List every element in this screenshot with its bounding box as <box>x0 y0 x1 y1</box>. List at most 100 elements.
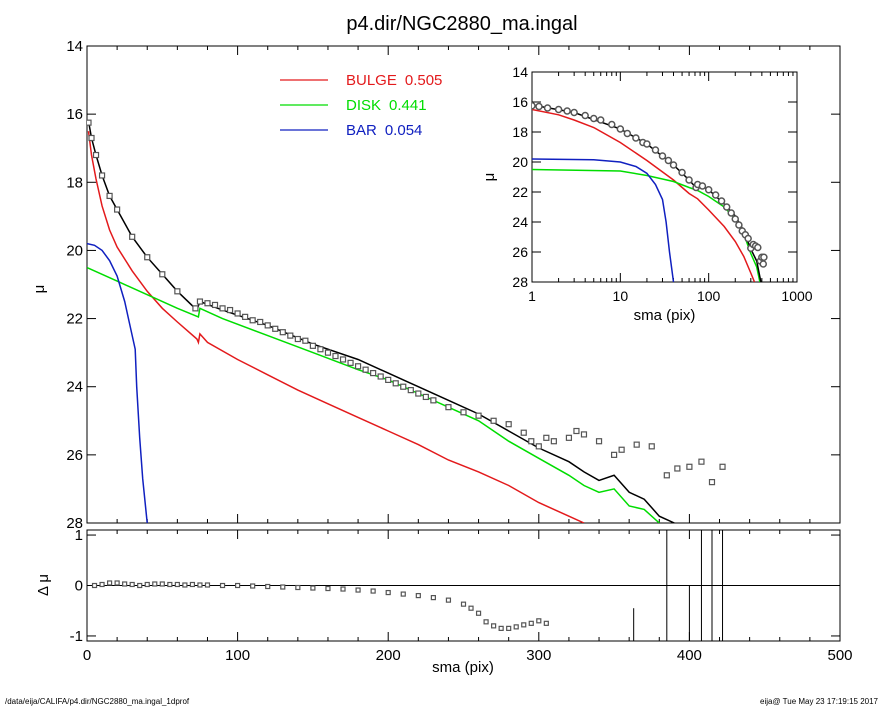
main-data-point <box>460 409 467 416</box>
resid-x-tick-label: 300 <box>526 647 551 664</box>
resid-data-point <box>106 580 113 586</box>
main-data-point <box>543 434 550 441</box>
resid-data-point <box>468 605 474 611</box>
inset-data-point <box>535 102 543 111</box>
main-data-point <box>719 463 726 470</box>
resid-data-point <box>114 580 120 586</box>
inset-data-point <box>744 234 752 243</box>
main-data-point <box>192 305 199 312</box>
main-data-point <box>332 352 339 360</box>
resid-data-point <box>204 582 211 588</box>
inset-x-tick-label: 100 <box>697 288 721 304</box>
main-data-point <box>264 322 271 329</box>
inset-data-point <box>735 221 743 229</box>
resid-data-point <box>235 582 241 589</box>
main-data-point <box>445 404 452 411</box>
resid-data-point <box>355 587 361 593</box>
main-data-point <box>211 301 219 309</box>
main-data-point <box>129 233 136 240</box>
main-data-point <box>159 271 166 278</box>
main-series-bulge <box>87 131 585 523</box>
main-data-point <box>87 119 92 126</box>
inset-frame <box>531 71 798 283</box>
main-data-point <box>422 393 429 401</box>
legend-label-bar: BAR 0.054 <box>346 122 422 139</box>
resid-data-point <box>483 619 489 625</box>
resid-data-point <box>445 597 452 603</box>
main-data-point <box>204 300 211 307</box>
main-data-point <box>407 387 414 394</box>
inset-data-point <box>632 134 640 142</box>
main-data-point <box>528 438 535 445</box>
main-data-point <box>377 373 384 380</box>
main-data-point <box>550 438 557 445</box>
main-data-point <box>92 151 100 159</box>
main-data-point <box>196 298 204 305</box>
resid-y-tick-label: 1 <box>75 527 83 544</box>
legend-name: BULGE <box>346 72 397 89</box>
inset-y-tick-label: 24 <box>512 214 528 230</box>
main-data-point <box>648 443 655 450</box>
inset-series-bulge <box>532 108 756 282</box>
main-series-bar <box>87 242 148 523</box>
main-data-point <box>686 463 693 470</box>
inset-y-tick-label: 18 <box>512 124 528 140</box>
resid-data-point <box>415 592 421 599</box>
main-panel: 14 16 18 20 22 24 26 28 μ <box>31 38 841 532</box>
inset-data-point <box>685 176 693 184</box>
resid-data-point <box>325 585 331 592</box>
resid-data-point <box>370 588 376 594</box>
main-data-point <box>226 306 234 314</box>
inset-data-point <box>623 129 632 138</box>
main-data-point <box>505 421 512 428</box>
chart-title: p4.dir/NGC2880_ma.ingal <box>346 13 577 35</box>
main-plot-area <box>87 119 726 523</box>
main-data-point <box>565 434 573 441</box>
main-y-tick-label: 20 <box>66 242 83 259</box>
inset-data-point <box>759 260 768 268</box>
inset-y-tick-label: 20 <box>512 154 528 170</box>
inset-data-point <box>581 111 589 120</box>
inset-x-tick-label: 1000 <box>781 288 812 304</box>
main-data-point <box>257 318 264 326</box>
resid-data-point <box>182 582 188 588</box>
main-y-tick-label: 24 <box>66 379 83 396</box>
resid-data-point <box>174 581 180 588</box>
inset-data-point <box>678 168 686 177</box>
inset-data-point <box>664 156 673 165</box>
inset-data-point <box>651 146 660 154</box>
inset-data-point <box>727 209 735 217</box>
inset-data-point <box>698 182 707 190</box>
footer-right: eija@ Tue May 23 17:19:15 2017 <box>760 697 879 706</box>
inset-data-point <box>754 243 762 252</box>
inset-data-point <box>643 140 651 148</box>
resid-data-point <box>543 620 549 626</box>
resid-data-point <box>528 620 534 626</box>
inset-y-tick-label: 22 <box>512 184 528 200</box>
resid-data-point <box>295 584 301 591</box>
footer-left: /data/eija/CALIFA/p4.dir/NGC2880_ma.inga… <box>5 697 190 706</box>
legend-value: 0.441 <box>389 97 427 114</box>
main-data-point <box>219 305 226 312</box>
main-data-point <box>114 206 121 213</box>
resid-y-tick-label: -1 <box>70 628 83 645</box>
main-data-point <box>535 443 542 450</box>
resid-data-point <box>400 591 406 597</box>
resid-data-point <box>475 610 482 616</box>
main-data-point <box>294 335 301 343</box>
resid-data-point <box>167 581 173 588</box>
main-data-point <box>362 366 369 373</box>
main-data-point <box>400 383 407 390</box>
main-y-label: μ <box>31 285 48 294</box>
inset-data-point <box>596 116 605 124</box>
legend-value: 0.505 <box>405 72 443 89</box>
main-data-point <box>618 446 625 453</box>
resid-data-point <box>129 581 135 588</box>
inset-y-label: μ <box>481 173 498 182</box>
inset-data-point <box>570 108 578 117</box>
main-data-point <box>370 369 377 377</box>
inset-y-tick-label: 26 <box>512 244 528 260</box>
resid-data-point <box>219 582 226 589</box>
resid-x-tick-label: 0 <box>83 647 91 664</box>
inset-data-point <box>608 120 616 129</box>
